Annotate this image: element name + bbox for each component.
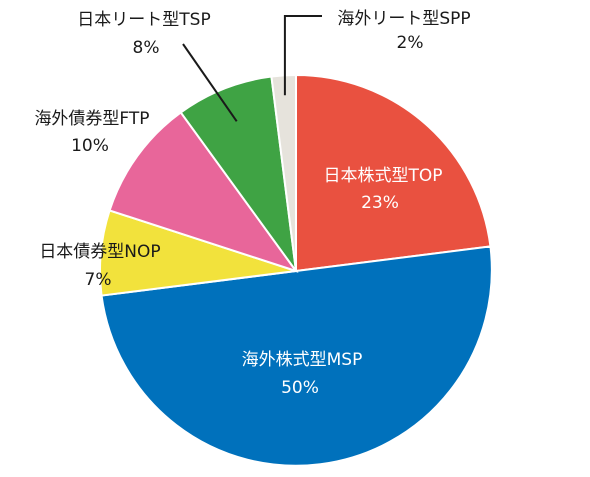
pie-slice	[108, 111, 299, 273]
slice-label-value: 2%	[397, 33, 424, 53]
slice-label-name: 日本リート型TSP	[77, 10, 210, 30]
slice-label-value: 50%	[281, 378, 319, 398]
pie-slice	[295, 73, 492, 273]
slice-label-value: 8%	[133, 38, 160, 58]
slice-label-name: 海外リート型SPP	[337, 9, 470, 29]
pie-slices	[99, 73, 493, 467]
pie-slice	[179, 75, 297, 272]
pie-slice	[270, 73, 297, 272]
slice-label-value: 7%	[85, 270, 112, 290]
slice-label-value: 10%	[71, 136, 109, 156]
leader-lines	[182, 15, 322, 122]
slice-label-name: 海外債券型FTP	[34, 109, 149, 129]
pie-slice	[100, 245, 493, 467]
slice-label-name: 日本株式型TOP	[323, 166, 442, 186]
leader-line	[182, 43, 238, 122]
slice-label-value: 23%	[361, 193, 399, 213]
slice-label-name: 海外株式型MSP	[242, 350, 363, 370]
slice-label-name: 日本債券型NOP	[39, 242, 160, 262]
leader-line	[283, 15, 322, 96]
